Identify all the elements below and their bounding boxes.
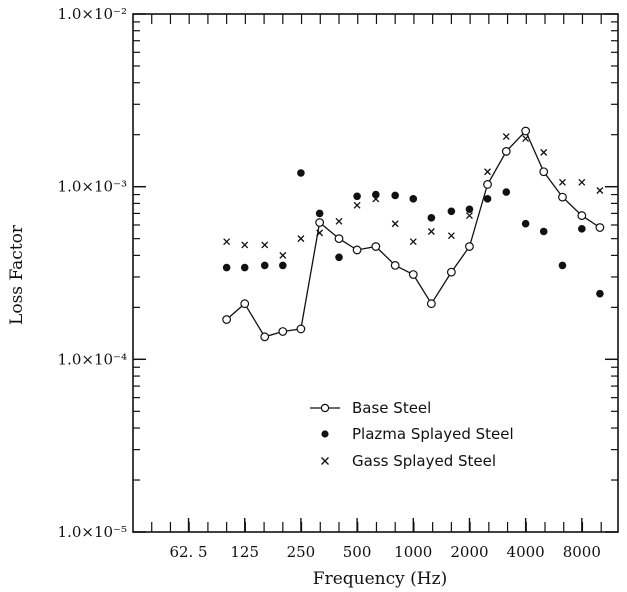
data-point-open-circle (501, 147, 511, 156)
data-point-open-circle (296, 324, 306, 334)
data-point-filled-circle (372, 190, 380, 199)
tick-labels-layer: 1.0×10⁻⁵ 1.0×10⁻⁴ 1.0×10⁻³ 1.0×10⁻² 62. 5 125… (58, 5, 601, 561)
data-point-cross (465, 212, 473, 220)
data-point-cross (297, 235, 305, 243)
data-point-cross (241, 241, 249, 249)
data-point-cross (578, 178, 586, 186)
y-axis-title: Loss Factor (7, 224, 27, 325)
x-tick-label: 62. 5 (169, 543, 207, 561)
data-point-open-circle (408, 270, 418, 279)
legend-label-plazma-splayed-steel: Plazma Splayed Steel (352, 425, 514, 443)
data-point-open-circle (278, 327, 288, 336)
data-point-filled-circle (578, 225, 586, 233)
data-point-filled-circle (279, 261, 287, 270)
data-point-filled-circle (297, 169, 305, 177)
series-plazma-splayed-steel (222, 169, 604, 298)
data-point-open-circle (595, 223, 605, 232)
series-base-steel (222, 126, 605, 342)
data-point-cross (540, 148, 548, 156)
data-point-cross (596, 187, 604, 194)
data-point-open-circle (558, 192, 567, 202)
data-point-open-circle (371, 242, 381, 251)
data-point-filled-circle (596, 289, 604, 298)
x-tick-label: 2000 (450, 543, 488, 561)
legend: Base Steel Plazma Splayed Steel Gass Spl… (310, 399, 514, 470)
data-point-cross (372, 195, 380, 203)
data-point-filled-circle (353, 192, 361, 201)
x-tick-label: 125 (230, 543, 259, 561)
data-point-cross (316, 229, 324, 237)
x-axis-title: Frequency (Hz) (313, 569, 447, 588)
data-point-cross (335, 217, 343, 225)
legend-label-gass-splayed-steel: Gass Splayed Steel (352, 452, 496, 470)
x-tick-label: 4000 (507, 543, 545, 561)
data-point-filled-circle (483, 195, 492, 203)
y-tick-label: 1.0×10⁻⁴ (58, 350, 127, 368)
data-point-open-circle (352, 245, 362, 255)
data-point-filled-circle (335, 253, 343, 262)
data-point-cross (447, 232, 455, 240)
data-point-filled-circle (539, 227, 548, 236)
data-point-open-circle (260, 332, 270, 342)
data-point-cross (427, 228, 435, 235)
y-tick-label: 1.0×10⁻³ (58, 178, 127, 196)
data-point-open-circle (315, 218, 325, 227)
data-point-filled-circle (502, 188, 511, 196)
ticks-layer (133, 13, 618, 533)
data-point-filled-circle (521, 219, 530, 228)
data-point-cross (391, 220, 399, 228)
data-point-filled-circle (427, 214, 436, 222)
data-point-cross (502, 133, 510, 141)
plot-frame (132, 13, 619, 533)
data-point-open-circle (390, 260, 400, 270)
data-point-filled-circle (447, 207, 456, 216)
data-point-cross (409, 238, 417, 246)
axes-layer (132, 13, 619, 533)
data-point-open-circle (334, 234, 344, 244)
x-tick-label: 8000 (563, 543, 601, 561)
data-point-cross (559, 178, 566, 186)
x-tick-label: 1000 (394, 543, 432, 561)
data-point-open-circle (539, 167, 549, 177)
data-point-open-circle (577, 211, 587, 220)
data-point-open-circle (483, 180, 492, 189)
data-point-filled-circle (260, 261, 269, 270)
data-point-filled-circle (409, 195, 418, 203)
series-gass-splayed-steel (223, 133, 604, 259)
legend-label-base-steel: Base Steel (352, 399, 431, 417)
data-point-filled-circle (315, 209, 324, 218)
data-point-open-circle (446, 267, 456, 277)
data-point-cross (279, 251, 287, 259)
x-tick-label: 500 (343, 543, 372, 561)
data-point-filled-circle (391, 191, 399, 200)
data-point-cross (484, 168, 492, 176)
data-point-open-circle (521, 126, 531, 136)
y-tick-label: 1.0×10⁻⁵ (58, 523, 127, 541)
data-point-open-circle (222, 315, 232, 324)
data-point-open-circle (426, 299, 436, 309)
data-point-filled-circle (222, 263, 231, 272)
legend-marker-plazma-splayed-steel (321, 430, 329, 438)
legend-marker-base-steel (320, 403, 330, 413)
data-point-cross (261, 241, 269, 249)
data-point-cross (223, 238, 231, 246)
data-point-open-circle (240, 299, 250, 309)
data-point-open-circle (465, 242, 474, 251)
data-point-filled-circle (558, 261, 567, 270)
legend-marker-gass-splayed-steel (321, 457, 329, 465)
data-point-cross (522, 135, 530, 142)
series-layer (222, 126, 605, 342)
data-point-cross (353, 201, 361, 209)
data-point-filled-circle (465, 205, 474, 214)
y-tick-label: 1.0×10⁻² (58, 5, 127, 23)
x-tick-label: 250 (287, 543, 316, 561)
data-point-filled-circle (240, 263, 249, 272)
